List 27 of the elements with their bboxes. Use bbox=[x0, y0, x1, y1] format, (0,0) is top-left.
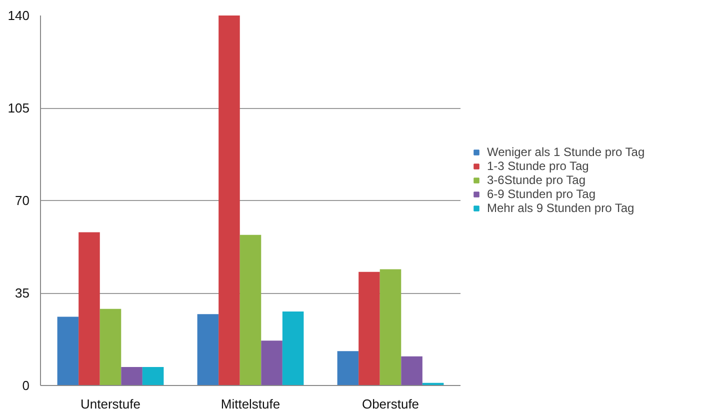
bar bbox=[121, 367, 142, 386]
y-tick-label: 0 bbox=[22, 378, 30, 393]
bar bbox=[197, 314, 219, 386]
y-tick-label: 140 bbox=[8, 8, 30, 23]
legend-label: Mehr als 9 Stunden pro Tag bbox=[487, 201, 634, 215]
y-tick-label: 70 bbox=[15, 193, 30, 208]
legend-label: 1-3 Stunde pro Tag bbox=[487, 159, 589, 173]
legend-label: 6-9 Stunden pro Tag bbox=[487, 187, 596, 201]
bar bbox=[142, 367, 164, 386]
legend-label: Weniger als 1 Stunde pro Tag bbox=[487, 145, 645, 159]
bar bbox=[337, 351, 359, 386]
bar bbox=[401, 356, 422, 386]
bar bbox=[380, 269, 402, 386]
bar bbox=[100, 308, 122, 386]
bar bbox=[261, 340, 282, 386]
bar bbox=[282, 312, 304, 386]
y-tick-label: 35 bbox=[15, 286, 30, 300]
x-tick-label: Unterstufe bbox=[80, 396, 140, 412]
y-tick-label: 105 bbox=[8, 100, 30, 116]
x-tick-label: Oberstufe bbox=[362, 396, 420, 412]
bar bbox=[218, 16, 240, 386]
bar bbox=[78, 232, 100, 386]
bar bbox=[358, 272, 380, 386]
legend-label: 3-6Stunde pro Tag bbox=[487, 173, 586, 187]
bar bbox=[57, 316, 79, 386]
bar bbox=[240, 234, 262, 386]
x-tick-label: Mittelstufe bbox=[220, 396, 280, 412]
